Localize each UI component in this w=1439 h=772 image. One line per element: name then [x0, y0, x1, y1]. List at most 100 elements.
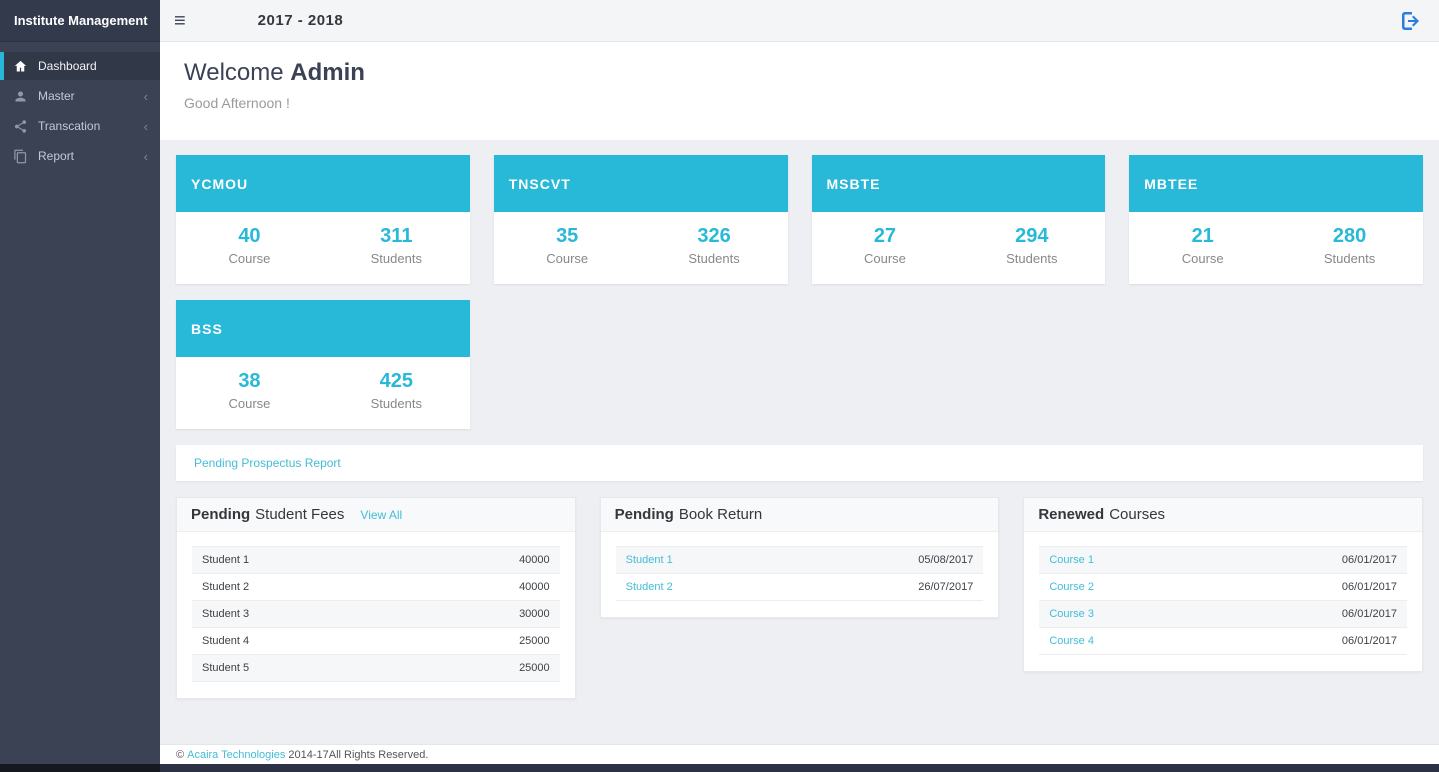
fee-amount: 25000	[519, 662, 550, 674]
chevron-left-icon: ‹	[143, 148, 148, 164]
renew-date: 06/01/2017	[1341, 608, 1397, 620]
student-name: Student 5	[202, 662, 250, 674]
course-link[interactable]: Course 3	[1049, 608, 1094, 620]
stat-card-ycmou: YCMOU 40 Course 311 Students	[176, 155, 470, 284]
students-count: 425	[379, 370, 413, 392]
fee-row: Student 1 40000	[192, 546, 560, 574]
student-name: Student 1	[202, 554, 250, 566]
fee-row: Student 2 40000	[192, 574, 560, 601]
welcome-word: Welcome	[184, 59, 284, 86]
fee-amount: 40000	[519, 581, 550, 593]
stat-card-tnscvt: TNSCVT 35 Course 326 Students	[493, 155, 788, 284]
sidebar-item-transcation[interactable]: Transcation ‹	[0, 112, 160, 140]
renewed-course-row: Course 4 06/01/2017	[1039, 628, 1407, 655]
panel-title: Student Fees	[255, 506, 345, 523]
card-title: TNSCVT	[508, 175, 571, 192]
chevron-left-icon: ‹	[143, 118, 148, 134]
panel-title: Book Return	[678, 506, 763, 523]
students-count: 294	[1015, 225, 1049, 247]
course-label: Course	[228, 251, 271, 266]
panel-title-bold: Renewed	[1038, 506, 1105, 523]
sidebar-item-master[interactable]: Master ‹	[0, 82, 160, 110]
page-title: Welcome Admin	[184, 59, 1415, 87]
course-count: 27	[873, 225, 897, 247]
hamburger-menu-icon[interactable]: ≡	[174, 9, 186, 32]
stat-cards: YCMOU 40 Course 311 Students TNSCVT 35 Cour…	[176, 155, 1423, 429]
sidebar-item-dashboard[interactable]: Dashboard	[0, 52, 160, 80]
welcome-username: Admin	[290, 59, 365, 86]
course-count: 35	[556, 225, 579, 247]
renewed-course-row: Course 1 06/01/2017	[1039, 546, 1407, 574]
acaira-technologies-link[interactable]: Acaira Technologies	[187, 748, 286, 761]
course-label: Course	[1181, 251, 1224, 266]
brand-title: Institute Management	[0, 0, 160, 42]
course-link[interactable]: Course 2	[1049, 581, 1094, 593]
students-label: Students	[370, 396, 422, 411]
course-label: Course	[546, 251, 589, 266]
return-date: 05/08/2017	[918, 554, 974, 566]
logout-icon[interactable]	[1399, 9, 1423, 33]
panel-title-bold: Pending	[614, 506, 674, 523]
students-count: 280	[1332, 225, 1367, 247]
sidebar-item-label: Report	[38, 149, 75, 163]
panels-row: Pending Student Fees View All Student 1 4…	[176, 497, 1423, 699]
renew-date: 06/01/2017	[1341, 554, 1397, 566]
pending-student-fees-panel: Pending Student Fees View All Student 1 4…	[176, 497, 576, 699]
footer: © Acaira Technologies 2014-17All Rights …	[160, 744, 1439, 764]
view-all-link[interactable]: View All	[360, 508, 403, 522]
chevron-left-icon: ‹	[143, 88, 148, 104]
sidebar: Institute Management Dashboard Master ‹ …	[0, 0, 160, 764]
book-return-row: Student 1 05/08/2017	[615, 546, 984, 574]
students-label: Students	[688, 251, 740, 266]
welcome-section: Welcome Admin Good Afternoon !	[160, 42, 1439, 140]
card-header: MSBTE	[811, 155, 1106, 212]
session-title: 2017 - 2018	[257, 12, 344, 29]
course-label: Course	[228, 396, 271, 411]
course-link[interactable]: Course 4	[1049, 635, 1094, 647]
card-title: MSBTE	[826, 175, 881, 192]
fee-amount: 30000	[519, 608, 550, 620]
card-title: MBTEE	[1144, 175, 1199, 192]
stat-card-bss: BSS 38 Course 425 Students	[176, 300, 470, 429]
card-header: MBTEE	[1129, 155, 1423, 212]
renew-date: 06/01/2017	[1341, 635, 1397, 647]
course-count: 38	[238, 370, 261, 392]
student-link[interactable]: Student 2	[625, 581, 673, 593]
panel-header: Renewed Courses	[1024, 498, 1422, 532]
stat-card-msbte: MSBTE 27 Course 294 Students	[811, 155, 1106, 284]
students-count: 326	[697, 225, 731, 247]
renewed-course-row: Course 3 06/01/2017	[1039, 601, 1407, 628]
course-link[interactable]: Course 1	[1049, 554, 1094, 566]
card-title: BSS	[191, 320, 223, 337]
bottom-edge-dark	[0, 764, 160, 772]
fee-amount: 25000	[519, 635, 550, 647]
sidebar-item-label: Dashboard	[38, 59, 97, 73]
stat-card-mbtee: MBTEE 21 Course 280 Students	[1129, 155, 1423, 284]
card-header: BSS	[176, 300, 470, 357]
home-icon	[14, 60, 27, 71]
user-icon	[15, 91, 26, 101]
report-icon	[14, 149, 27, 163]
copyright-symbol: ©	[176, 748, 185, 761]
course-count: 21	[1191, 225, 1214, 247]
greeting-subtitle: Good Afternoon !	[184, 95, 290, 111]
pending-prospectus-link[interactable]: Pending Prospectus Report	[194, 456, 341, 470]
sidebar-item-report[interactable]: Report ‹	[0, 142, 160, 170]
topbar: ≡ 2017 - 2018	[160, 0, 1439, 42]
renewed-course-row: Course 2 06/01/2017	[1039, 574, 1407, 601]
copyright-text: 2014-17All Rights Reserved.	[288, 748, 429, 761]
pending-prospectus-bar: Pending Prospectus Report	[176, 445, 1423, 481]
panel-header: Pending Book Return	[600, 498, 999, 532]
student-link[interactable]: Student 1	[625, 554, 673, 566]
renewed-courses-panel: Renewed Courses Course 1 06/01/2017 Cours…	[1023, 497, 1423, 672]
panel-title-bold: Pending	[191, 506, 251, 523]
course-label: Course	[863, 251, 906, 266]
panel-title: Courses	[1109, 506, 1166, 523]
student-name: Student 3	[202, 608, 250, 620]
renew-date: 06/01/2017	[1341, 581, 1397, 593]
fee-row: Student 5 25000	[192, 655, 560, 682]
students-count: 311	[380, 225, 413, 247]
card-header: YCMOU	[176, 155, 470, 212]
students-label: Students	[1006, 251, 1058, 266]
fee-row: Student 4 25000	[192, 628, 560, 655]
